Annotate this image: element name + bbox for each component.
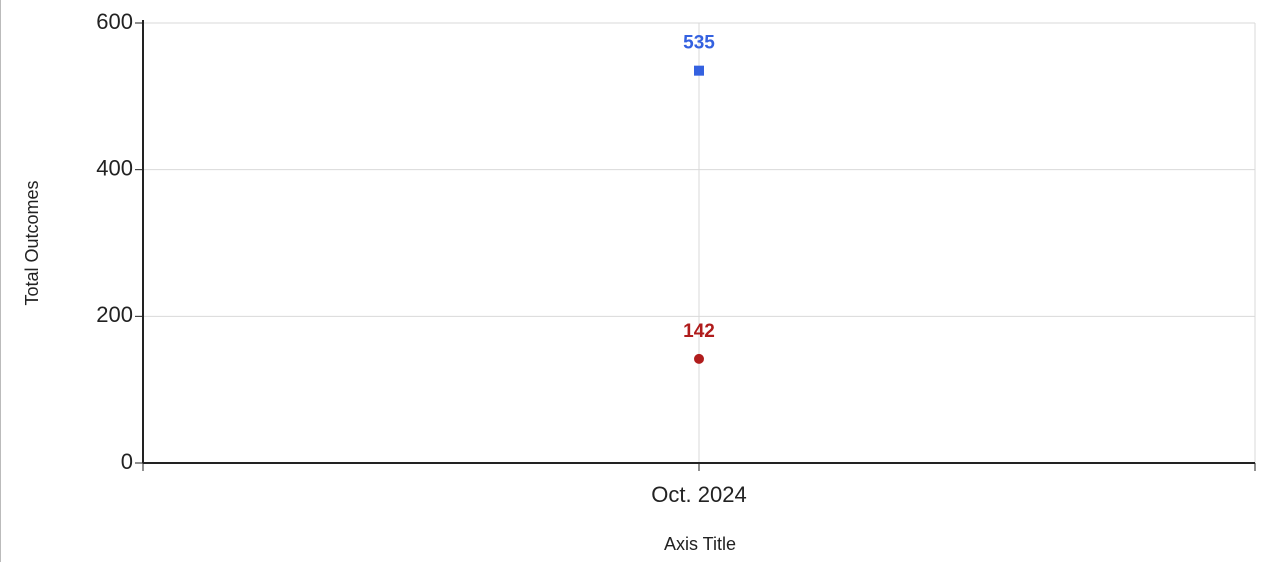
data-label: 142: [683, 321, 715, 342]
y-tick-label: 400: [96, 155, 133, 180]
y-tick-label: 200: [96, 302, 133, 327]
marker: [694, 65, 704, 76]
x-tick-label: Oct. 2024: [651, 482, 746, 507]
y-tick-label: 0: [121, 449, 133, 474]
marker: [694, 353, 704, 364]
data-label: 535: [683, 33, 715, 54]
x-axis-title: Axis Title: [664, 534, 736, 554]
y-axis-title: Total Outcomes: [22, 180, 42, 305]
y-tick-label: 600: [96, 9, 133, 34]
